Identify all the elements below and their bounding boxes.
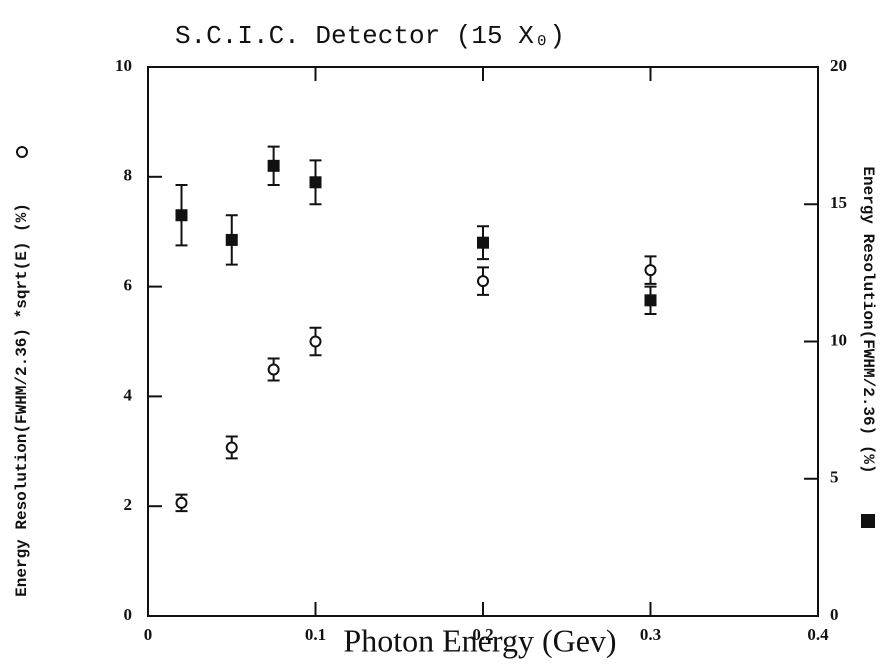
y-legend-symbol xyxy=(16,146,28,158)
y2-tick-label: 10 xyxy=(830,330,847,349)
y-tick-label: 8 xyxy=(124,166,133,185)
y2-axis-label: Energy Resolution(FWHM/2.36) (%) xyxy=(859,166,877,473)
y-tick-label: 10 xyxy=(115,56,132,75)
y-tick-label: 0 xyxy=(124,605,133,624)
x-tick-label: 0.1 xyxy=(305,625,326,644)
point xyxy=(267,363,280,376)
y2-tick-label: 15 xyxy=(830,193,847,212)
y-axis-label: Energy Resolution(FWHM/2.36) *sqrt(E) (%… xyxy=(13,203,31,597)
plot-frame xyxy=(147,66,819,617)
point xyxy=(644,294,657,307)
y-tick-label: 4 xyxy=(124,385,133,404)
x-tick-label: 0.2 xyxy=(472,625,493,644)
point xyxy=(477,236,489,249)
x-tick-label: 0.3 xyxy=(640,625,661,644)
y-tick-label: 2 xyxy=(124,495,133,514)
y-tick-label: 6 xyxy=(124,276,133,295)
point xyxy=(477,275,489,288)
y2-tick-label: 0 xyxy=(830,605,839,624)
x-axis-label: Photon Energy (Gev) xyxy=(343,622,616,658)
chart-title: S.C.I.C. Detector (15 X₀) xyxy=(175,21,565,51)
point xyxy=(309,335,322,348)
point xyxy=(267,159,280,172)
point xyxy=(644,264,657,277)
y2-tick-label: 20 xyxy=(830,56,847,75)
point xyxy=(175,209,188,222)
point xyxy=(309,176,322,189)
y2-legend-symbol xyxy=(861,514,875,528)
x-tick-label: 0 xyxy=(144,625,153,644)
point xyxy=(225,441,238,454)
point xyxy=(175,496,188,509)
point xyxy=(225,233,238,246)
x-tick-label: 0.4 xyxy=(807,625,829,644)
y2-tick-label: 5 xyxy=(830,468,839,487)
